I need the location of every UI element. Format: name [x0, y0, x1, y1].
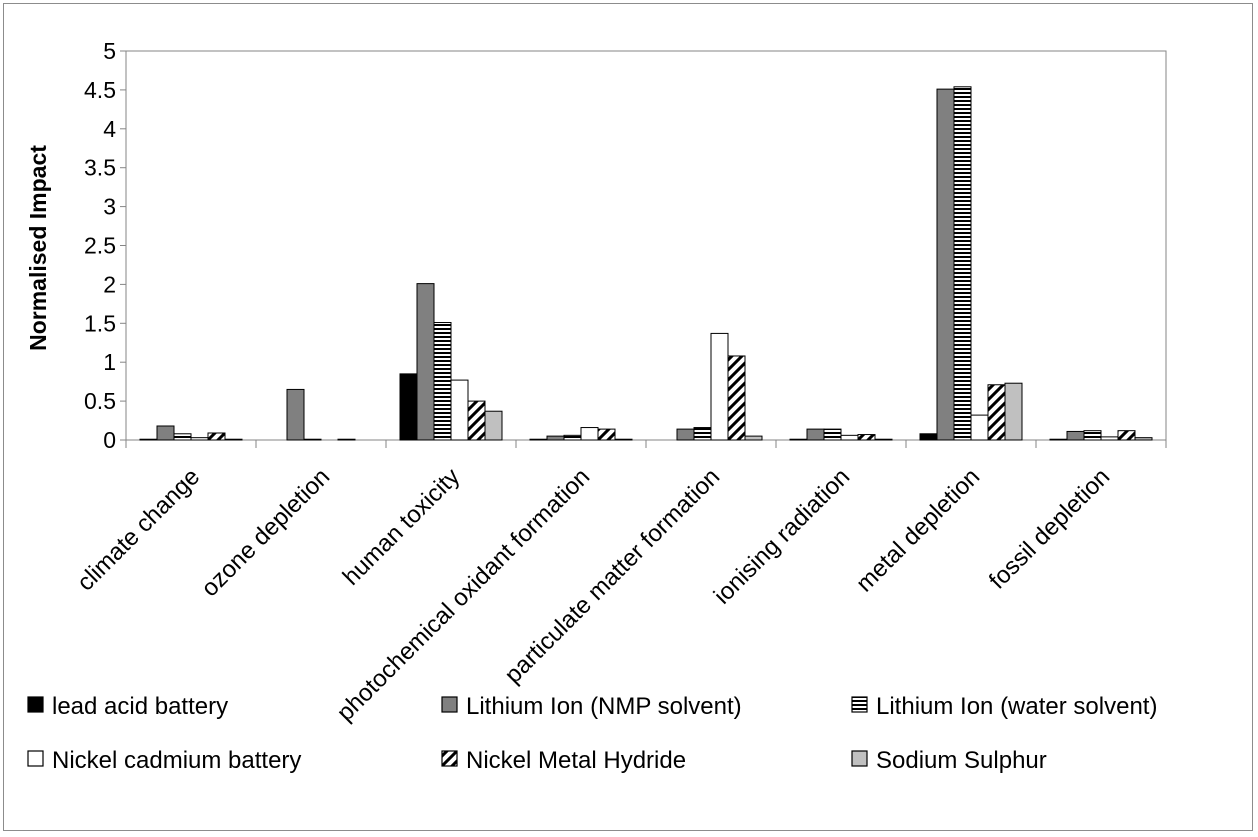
y-tick-label: 2.5 — [84, 233, 116, 259]
bar-lead-acid-battery-6 — [919, 433, 938, 441]
bar-nickel-metal-hydride-7 — [1117, 430, 1136, 441]
y-tick-label: 0 — [103, 427, 116, 453]
legend-swatch — [851, 750, 868, 767]
legend-label: Nickel cadmium battery — [52, 747, 301, 774]
y-axis-label: Normalised Impact — [25, 145, 51, 351]
bar-lithium-ion-nmp-solvent-0 — [156, 425, 175, 441]
legend-label: Lithium Ion (water solvent) — [876, 693, 1157, 720]
bar-lithium-ion-water-solvent-3 — [563, 434, 582, 441]
bar-nickel-cadmium-battery-2 — [450, 379, 469, 441]
bar-nickel-metal-hydride-3 — [597, 428, 616, 441]
bar-lithium-ion-water-solvent-0 — [173, 433, 192, 441]
y-tick-label: 1.5 — [84, 310, 116, 336]
y-tick-label: 4.5 — [84, 77, 116, 103]
bar-nickel-metal-hydride-2 — [467, 400, 486, 441]
bar-nickel-metal-hydride-1 — [337, 438, 356, 441]
x-tick-label: photochemical oxidant formation — [332, 463, 595, 726]
bar-lithium-ion-water-solvent-6 — [953, 86, 972, 441]
legend-label: Lithium Ion (NMP solvent) — [466, 693, 742, 720]
legend-swatch — [27, 750, 44, 767]
y-tick-label: 5 — [103, 38, 116, 64]
x-tick-label: human toxicity — [338, 463, 466, 591]
bar-sodium-sulphur-6 — [1004, 382, 1023, 441]
bar-lead-acid-battery-3 — [529, 438, 548, 441]
chart-area: Normalised Impact 0 0.5 1 1.5 2 2.5 3 3.5 4 4.5 5 c… — [3, 3, 1253, 831]
y-tick-label: 1 — [103, 349, 116, 375]
bar-nickel-cadmium-battery-4 — [710, 332, 729, 441]
y-tick-label: 4 — [103, 116, 116, 142]
bar-nickel-cadmium-battery-6 — [970, 414, 989, 441]
bar-lithium-ion-nmp-solvent-3 — [546, 435, 565, 441]
bar-lithium-ion-water-solvent-7 — [1083, 430, 1102, 441]
bar-lithium-ion-water-solvent-4 — [693, 427, 712, 441]
bar-lithium-ion-water-solvent-1 — [303, 438, 322, 441]
bar-lithium-ion-nmp-solvent-5 — [806, 428, 825, 441]
x-tick-label: particulate matter formation — [500, 463, 726, 689]
bar-sodium-sulphur-3 — [614, 438, 633, 441]
bar-lithium-ion-water-solvent-2 — [433, 322, 452, 441]
bar-nickel-cadmium-battery-7 — [1100, 436, 1119, 441]
y-tick-label: 2 — [103, 271, 116, 297]
bar-sodium-sulphur-2 — [484, 410, 503, 441]
bar-nickel-metal-hydride-0 — [207, 432, 226, 441]
bar-lead-acid-battery-5 — [789, 438, 808, 441]
bar-lithium-ion-water-solvent-5 — [823, 428, 842, 441]
bar-sodium-sulphur-5 — [874, 438, 893, 441]
y-tick-label: 3 — [103, 194, 116, 220]
y-tick-label: 3.5 — [84, 155, 116, 181]
bar-lead-acid-battery-2 — [399, 373, 418, 441]
x-tick-label: ionising radiation — [709, 463, 855, 609]
bar-lithium-ion-nmp-solvent-7 — [1066, 430, 1085, 441]
legend: lead acid battery Lithium Ion (NMP solven… — [27, 693, 1157, 774]
bar-nickel-metal-hydride-4 — [727, 355, 746, 441]
bar-lead-acid-battery-7 — [1049, 438, 1068, 441]
x-tick-label: ozone depletion — [196, 463, 335, 602]
plot-border — [125, 50, 1167, 441]
bar-lithium-ion-nmp-solvent-6 — [936, 88, 955, 441]
x-tick-label: fossil depletion — [984, 463, 1115, 594]
bar-sodium-sulphur-0 — [224, 438, 243, 441]
legend-swatch — [441, 696, 458, 713]
legend-swatch — [27, 696, 44, 713]
bar-nickel-metal-hydride-6 — [987, 384, 1006, 441]
bar-lithium-ion-nmp-solvent-2 — [416, 283, 435, 441]
legend-label: Sodium Sulphur — [876, 747, 1047, 774]
bar-sodium-sulphur-4 — [744, 435, 763, 441]
legend-swatch — [441, 750, 458, 767]
bar-nickel-cadmium-battery-3 — [580, 427, 599, 441]
legend-swatch — [851, 696, 868, 713]
legend-label: lead acid battery — [52, 693, 228, 720]
y-tick-label: 0.5 — [84, 388, 116, 414]
bar-lead-acid-battery-0 — [139, 438, 158, 441]
bar-nickel-metal-hydride-5 — [857, 434, 876, 441]
x-tick-label: climate change — [72, 463, 205, 596]
bar-lithium-ion-nmp-solvent-1 — [286, 388, 305, 441]
bar-chart: Normalised Impact 0 0.5 1 1.5 2 2.5 3 3.5 4 4.5 5 c… — [25, 38, 1167, 774]
x-tick-label: metal depletion — [851, 463, 985, 597]
legend-label: Nickel Metal Hydride — [466, 747, 686, 774]
bar-nickel-cadmium-battery-5 — [840, 434, 859, 441]
bar-sodium-sulphur-7 — [1134, 437, 1153, 441]
bar-lithium-ion-nmp-solvent-4 — [676, 428, 695, 441]
bar-nickel-cadmium-battery-0 — [190, 437, 209, 441]
